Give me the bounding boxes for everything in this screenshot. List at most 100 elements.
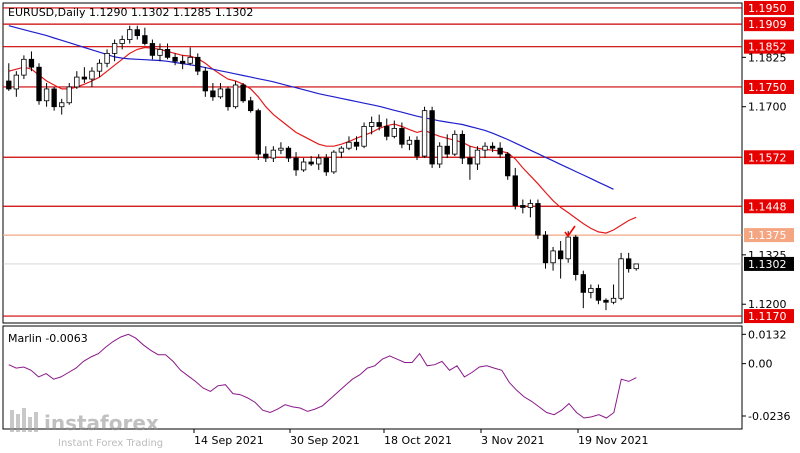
watermark-tagline: Instant Forex Trading <box>58 438 163 449</box>
candle-body-bull <box>618 258 624 299</box>
candle-body-bear <box>459 133 466 159</box>
candle-body-bear <box>595 288 602 301</box>
candle-body-bull <box>588 288 594 293</box>
candle <box>157 43 163 62</box>
current-price-bg <box>744 256 794 271</box>
candle <box>391 120 397 139</box>
candle-body-bear <box>255 110 261 155</box>
price-axis: 1.1950 1.1909 1.1852 1.1750 1.1572 1.1448 1.13… <box>742 0 794 324</box>
candle-body-bull <box>565 236 571 260</box>
marlin-line <box>8 333 637 419</box>
candle-body-bull <box>482 145 488 151</box>
marlin-layer <box>8 333 637 419</box>
candle-body-bear <box>308 161 314 165</box>
candle-body-bull <box>474 149 481 165</box>
candle-body-bull <box>187 56 193 64</box>
instaforex-watermark: instaforex Instant Forex Trading <box>10 408 163 449</box>
candle-body-bear <box>489 145 496 149</box>
candle <box>489 142 496 153</box>
candle-body-bull <box>633 263 639 270</box>
candle-body-bull <box>232 84 239 108</box>
marlin-title: Marlin -0.0063 <box>8 332 88 345</box>
candle <box>580 270 586 309</box>
candle-body-bull <box>13 74 20 90</box>
current-price-label: 1.1302 <box>748 258 787 271</box>
level-label-2: 1.1852 <box>748 41 787 54</box>
candle <box>285 146 292 163</box>
candle-body-bull <box>610 297 617 303</box>
candle <box>36 63 42 105</box>
marlin-tick-label-0: 0.0132 <box>748 328 787 341</box>
price-tick-label-1: 1.1700 <box>748 101 787 114</box>
candle-body-bear <box>36 66 42 102</box>
candle <box>232 81 239 109</box>
candle-body-bull <box>300 161 307 171</box>
date-tick-label-3: 3 Nov 2021 <box>481 434 544 447</box>
level-label-5: 1.1448 <box>748 200 787 213</box>
candle <box>51 86 57 111</box>
chart-title: EURUSD,Daily 1.1290 1.1302 1.1285 1.1302 <box>8 6 253 19</box>
candle <box>618 252 624 301</box>
candle <box>255 108 261 161</box>
candle <box>323 154 329 176</box>
candle <box>376 114 382 131</box>
candle-body-bear <box>142 35 148 44</box>
candle <box>353 136 360 151</box>
candle-body-bear <box>557 250 564 260</box>
date-tick-label-4: 19 Nov 2021 <box>578 434 648 447</box>
candle <box>520 199 526 214</box>
candle <box>512 167 518 210</box>
candle-body-bear <box>195 56 201 72</box>
candle <box>134 25 140 40</box>
candle <box>187 47 193 66</box>
candle <box>633 263 639 271</box>
candle <box>361 122 367 149</box>
candle <box>421 106 428 159</box>
candle-body-bull <box>437 145 443 165</box>
candle-body-bear <box>429 110 435 165</box>
candle-body-bear <box>505 153 511 177</box>
level-label-bg-1 <box>744 17 794 32</box>
candle-body-bear <box>512 175 518 206</box>
candle <box>467 146 473 180</box>
date-tick-label-0: 14 Sep 2021 <box>194 434 264 447</box>
candle-body-bull <box>59 102 65 108</box>
level-label-1: 1.1909 <box>748 18 787 31</box>
price-tick-label-3: 1.1200 <box>748 298 787 311</box>
candle <box>368 116 375 135</box>
candle-body-bear <box>384 126 390 137</box>
candle-body-bull <box>157 49 163 56</box>
candle <box>164 43 171 60</box>
candle-body-bull <box>338 147 345 153</box>
candle <box>527 199 534 218</box>
candle-body-bull <box>331 151 337 173</box>
indicator-panel[interactable] <box>2 325 743 430</box>
candle-body-bear <box>603 299 609 303</box>
candle-body-bear <box>323 157 329 173</box>
candle <box>149 39 156 60</box>
candle <box>96 59 103 78</box>
candle-body-bear <box>28 58 35 68</box>
level-label-3: 1.1750 <box>748 81 787 94</box>
candle-body-bear <box>444 145 450 155</box>
candle-body-bear <box>293 157 299 171</box>
candle <box>588 284 594 299</box>
candle <box>474 146 481 170</box>
candle <box>142 27 148 46</box>
watermark-brand: instaforex <box>44 411 159 435</box>
candle-body-bull <box>406 139 413 145</box>
candle-body-bull <box>452 133 458 155</box>
level-label-bg-0 <box>744 0 794 15</box>
level-label-bg-2 <box>744 39 794 54</box>
candle-body-bear <box>81 76 88 80</box>
candle-body-bear <box>164 49 171 58</box>
date-tick-label-1: 30 Sep 2021 <box>290 434 360 447</box>
candle <box>625 252 632 273</box>
level-label-6: 1.1375 <box>748 229 787 242</box>
candle-body-bear <box>210 90 216 98</box>
candle <box>104 49 110 68</box>
candle <box>459 130 466 164</box>
level-label-bg-4 <box>744 150 794 165</box>
candle <box>6 63 12 91</box>
